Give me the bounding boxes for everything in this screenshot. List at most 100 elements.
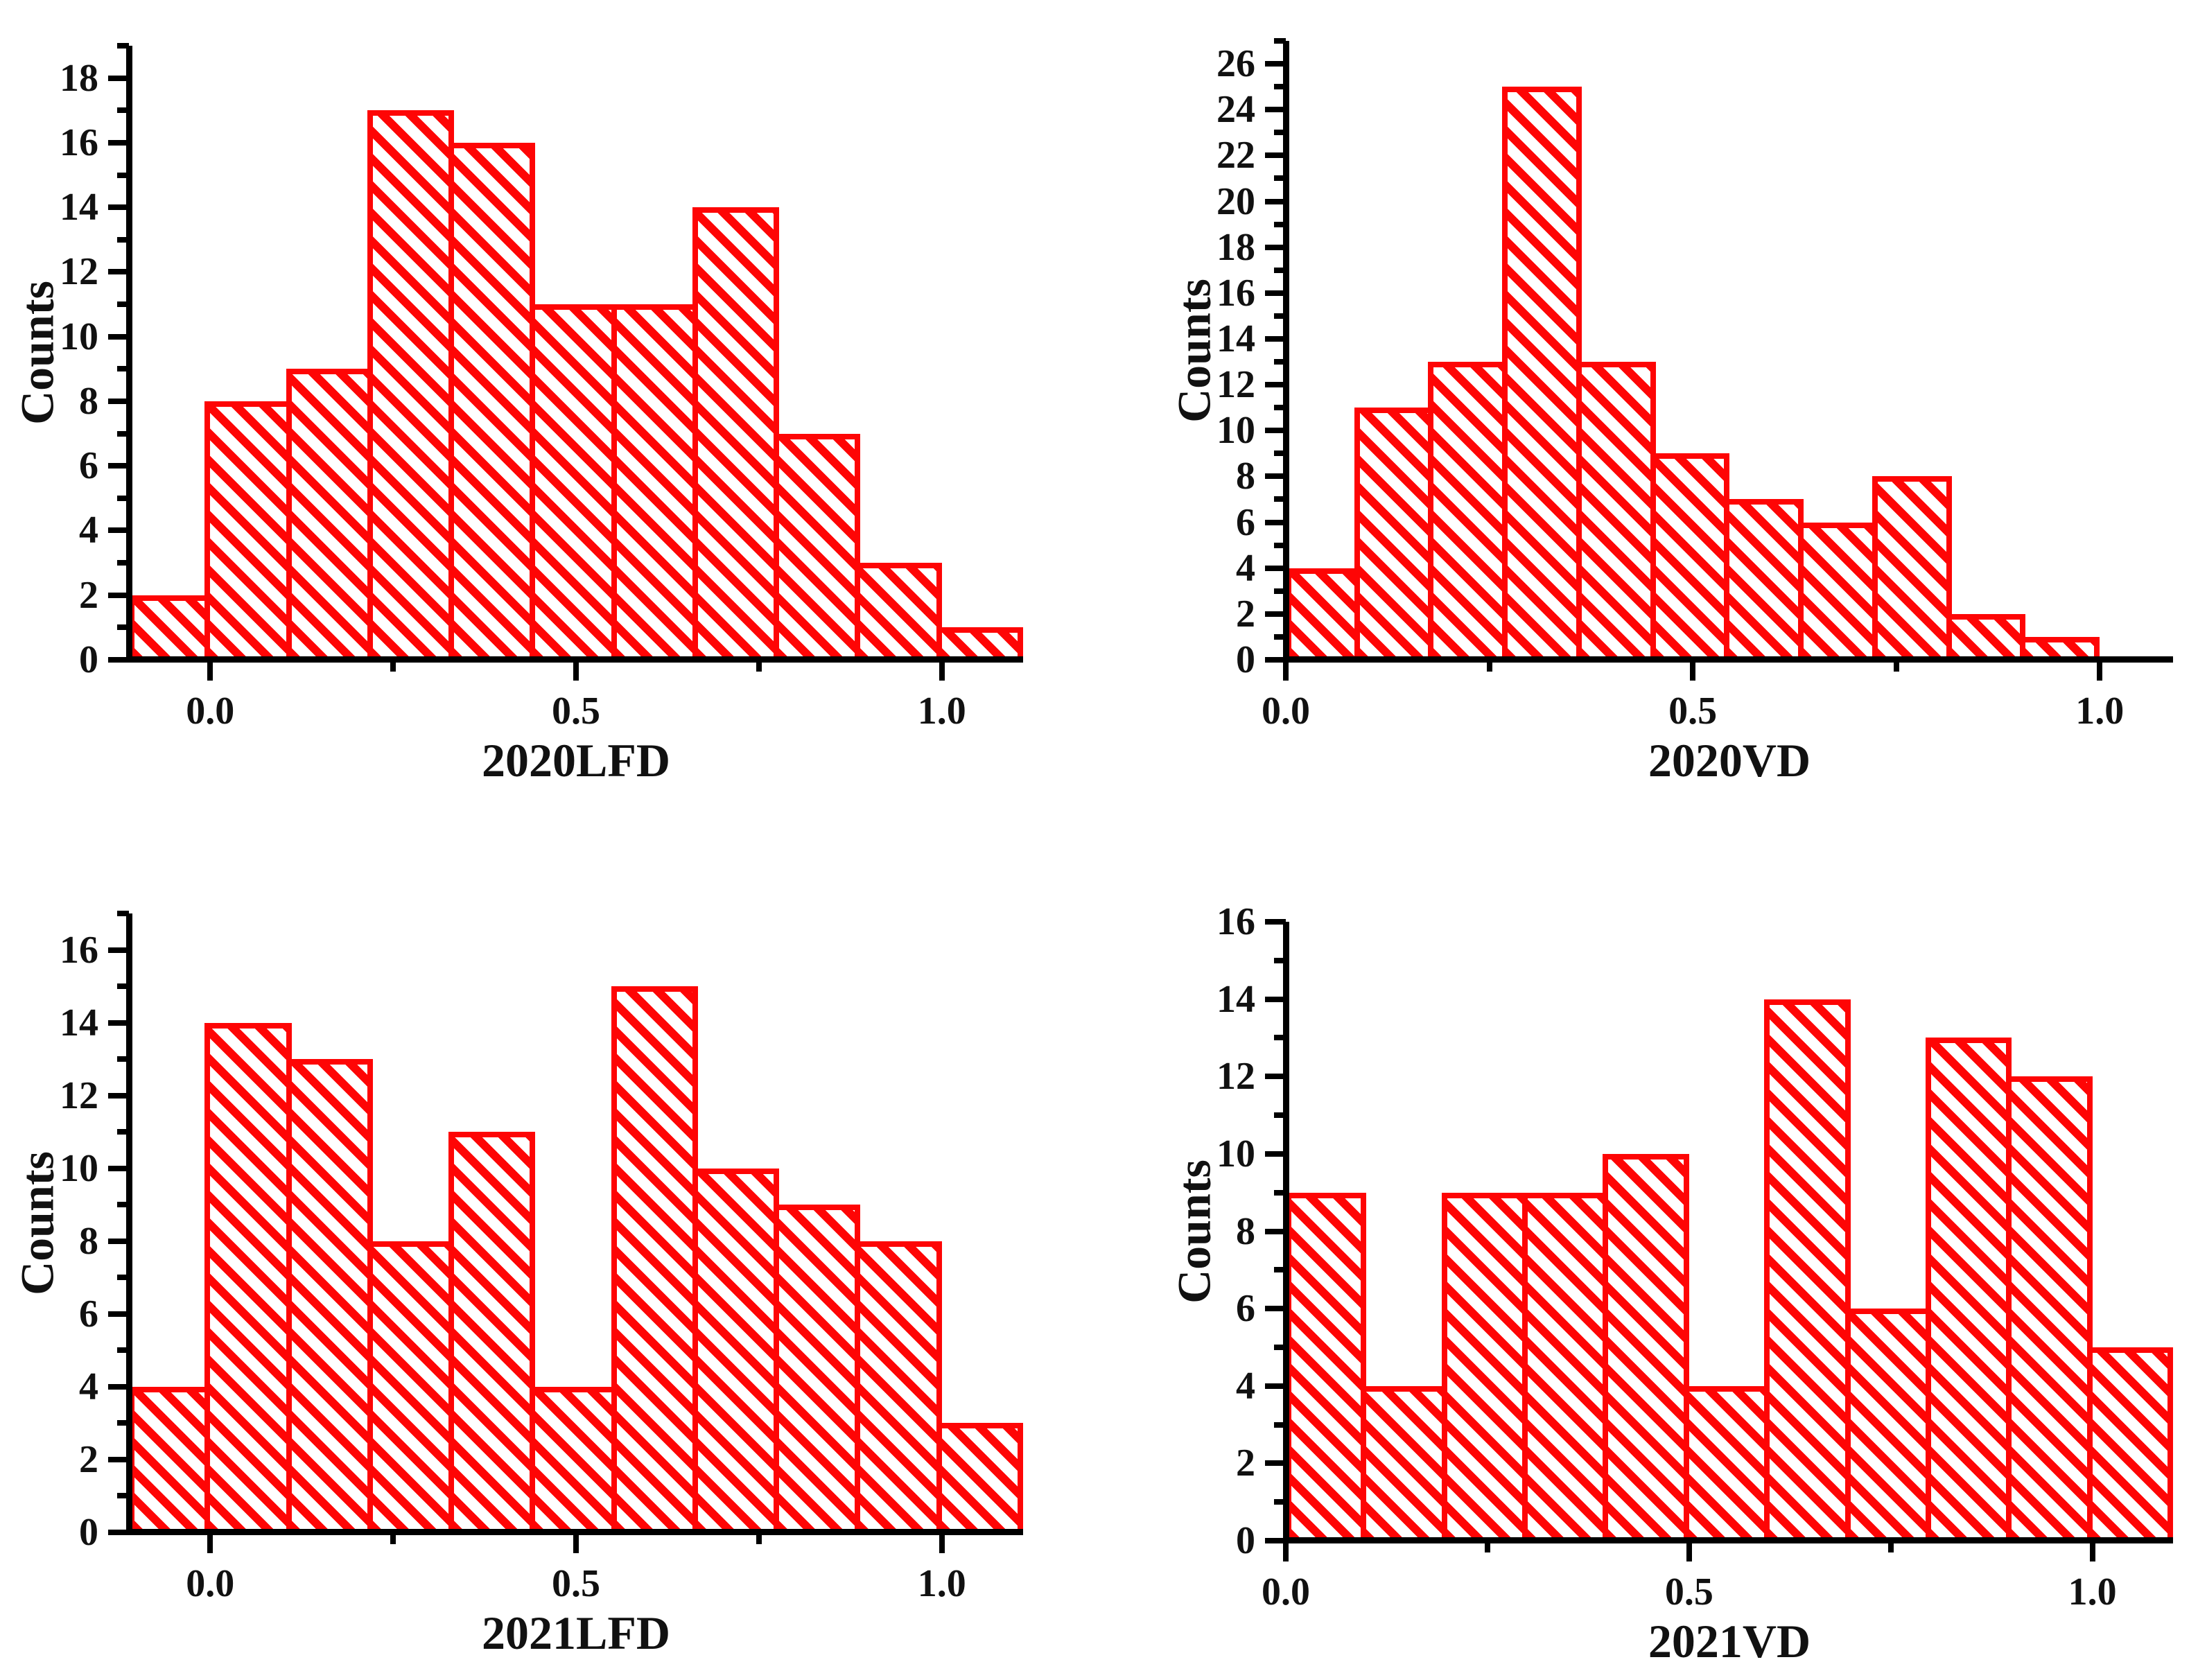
- y-major-tick: [1265, 244, 1286, 250]
- y-major-tick: [108, 75, 129, 81]
- histogram-bar: [204, 401, 292, 660]
- x-tick-label: 1.0: [2075, 690, 2125, 733]
- y-tick-label: 16: [1216, 900, 1255, 943]
- y-major-tick: [1265, 919, 1286, 925]
- y-major-tick: [1265, 152, 1286, 159]
- y-tick-label: 12: [1216, 1055, 1255, 1099]
- histogram-bar: [530, 304, 617, 660]
- y-tick-label: 2: [1236, 592, 1255, 636]
- histogram-bar: [1286, 568, 1360, 660]
- y-tick-label: 22: [1216, 134, 1255, 177]
- x-axis-title: 2021LFD: [482, 1607, 670, 1659]
- histogram-bar: [611, 986, 698, 1532]
- histogram-bar: [204, 1022, 292, 1532]
- histogram-panel-2020vd: Counts 2020VD 0 2 4 6 8 10 12 14 16 18 20 22 24 26 0.0…: [1104, 0, 2207, 840]
- y-tick-label: 10: [1216, 1132, 1255, 1175]
- histogram-bar: [936, 1423, 1023, 1532]
- x-major-tick: [573, 660, 579, 681]
- y-tick-label: 2: [1236, 1442, 1255, 1485]
- histogram-panel-2020lfd: Counts 2020LFD 0 2 4 6 8 10 12 14 16 18 0.0 0.5 1.0: [0, 0, 1104, 840]
- y-minor-tick: [1274, 542, 1286, 548]
- y-major-tick: [108, 527, 129, 534]
- histogram-bar: [936, 627, 1023, 660]
- histogram-bar: [1286, 1192, 1367, 1541]
- y-tick-label: 18: [60, 56, 98, 100]
- y-major-tick: [1265, 290, 1286, 296]
- x-tick-label: 0.5: [1668, 690, 1718, 733]
- y-major-tick: [108, 1092, 129, 1099]
- x-tick-label: 0.0: [1262, 690, 1310, 733]
- x-major-tick: [939, 660, 945, 681]
- y-tick-label: 20: [1216, 180, 1255, 223]
- x-minor-tick: [390, 1532, 396, 1544]
- y-tick-label: 14: [1216, 317, 1255, 360]
- y-tick-label: 6: [1236, 500, 1255, 544]
- x-tick-label: 1.0: [917, 1562, 966, 1605]
- y-major-tick: [108, 333, 129, 340]
- y-minor-tick: [117, 1056, 129, 1062]
- y-major-tick: [1265, 335, 1286, 342]
- x-axis-line: [1283, 656, 2173, 663]
- histogram-bar: [1650, 453, 1730, 660]
- y-minor-tick: [1274, 1267, 1286, 1273]
- histogram-bar: [286, 369, 373, 660]
- y-major-tick: [108, 1020, 129, 1026]
- y-minor-tick: [1274, 450, 1286, 457]
- y-minor-tick: [1274, 130, 1286, 136]
- histogram-bar: [1872, 476, 1952, 660]
- y-axis-line: [1283, 922, 1289, 1543]
- x-axis-title: 2021VD: [1648, 1615, 1811, 1668]
- plot-area-2020vd: Counts 2020VD 0 2 4 6 8 10 12 14 16 18 20 22 24 26 0.0…: [1168, 38, 2173, 787]
- x-minor-tick: [756, 660, 762, 672]
- histogram-bar: [692, 1168, 780, 1532]
- y-major-tick: [108, 1530, 129, 1535]
- y-tick-label: 18: [1216, 225, 1255, 269]
- y-tick-label: 0: [79, 638, 98, 681]
- y-tick-label: 8: [1236, 455, 1255, 498]
- x-minor-tick: [1486, 660, 1492, 672]
- y-minor-tick: [1274, 957, 1286, 963]
- y-major-tick: [108, 1311, 129, 1317]
- histogram-bar: [2086, 1347, 2173, 1541]
- y-minor-tick: [1274, 1344, 1286, 1350]
- y-major-tick: [108, 947, 129, 953]
- y-minor-tick: [117, 495, 129, 501]
- histogram-bar: [1361, 1385, 1447, 1541]
- y-minor-tick: [1274, 1035, 1286, 1041]
- x-tick-label: 0.0: [186, 690, 235, 733]
- x-major-tick: [2089, 1541, 2095, 1561]
- y-major-tick: [1265, 198, 1286, 204]
- y-axis-title: Counts: [10, 281, 64, 425]
- y-minor-tick: [117, 560, 129, 566]
- y-minor-tick: [1274, 84, 1286, 90]
- plot-area-2021vd: Counts 2021VD 0 2 4 6 8 10 12 14 16 0.0 0.5 1.0: [1168, 902, 2173, 1668]
- y-tick-label: 6: [79, 444, 98, 488]
- y-major-tick: [1265, 611, 1286, 617]
- y-major-tick: [1265, 1538, 1286, 1543]
- y-major-tick: [108, 1383, 129, 1390]
- y-minor-tick: [1274, 633, 1286, 640]
- x-tick-label: 0.5: [552, 690, 600, 733]
- y-tick-label: 26: [1216, 42, 1255, 86]
- y-axis-title: Counts: [10, 1150, 64, 1295]
- histogram-bar: [855, 1241, 942, 1532]
- histogram-bar: [774, 433, 861, 660]
- y-major-tick: [108, 463, 129, 469]
- y-axis-line: [126, 913, 132, 1535]
- y-axis-title: Counts: [1167, 278, 1221, 423]
- y-minor-tick: [117, 983, 129, 990]
- y-major-tick: [108, 398, 129, 404]
- y-minor-tick: [117, 1420, 129, 1426]
- y-minor-tick: [1274, 1421, 1286, 1428]
- y-major-tick: [108, 204, 129, 211]
- y-major-tick: [1265, 565, 1286, 571]
- histogram-bar: [367, 110, 455, 660]
- x-minor-tick: [1893, 660, 1899, 672]
- y-major-tick: [1265, 657, 1286, 663]
- histogram-bar: [692, 207, 780, 660]
- histogram-bar: [129, 595, 211, 660]
- y-tick-label: 12: [60, 1074, 98, 1117]
- y-major-tick: [1265, 1150, 1286, 1157]
- x-major-tick: [1283, 660, 1289, 681]
